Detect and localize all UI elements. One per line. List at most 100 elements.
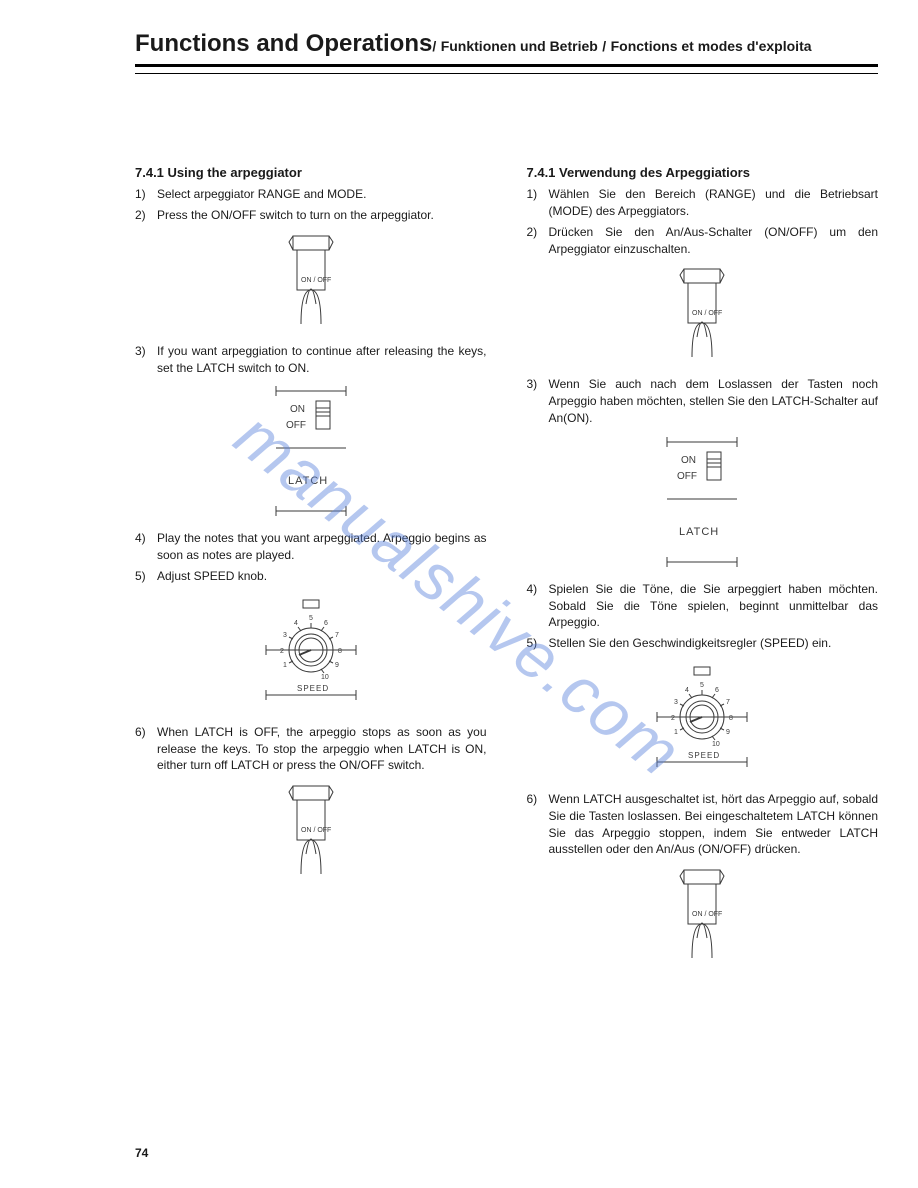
step-text: Wenn Sie auch nach dem Loslassen der Tas… — [549, 376, 879, 426]
latch-off-label: OFF — [677, 471, 697, 482]
step-text: Select arpeggiator RANGE and MODE. — [157, 186, 487, 203]
onoff-switch-icon: ON / OFF — [281, 784, 341, 879]
right-steps-c: 4) Spielen Sie die Töne, die Sie arpeggi… — [527, 581, 879, 652]
left-step-3: 3) If you want arpeggiation to continue … — [135, 343, 487, 377]
speed-knob-icon: 1 2 3 4 5 6 7 8 9 10 — [261, 595, 361, 710]
figure-onoff-2: ON / OFF — [135, 784, 487, 879]
svg-text:9: 9 — [726, 729, 730, 736]
left-step-1: 1) Select arpeggiator RANGE and MODE. — [135, 186, 487, 203]
figure-onoff-r1: ON / OFF — [527, 267, 879, 362]
step-text: Drücken Sie den An/Aus-Schalter (ON/OFF)… — [549, 224, 879, 258]
svg-text:6: 6 — [324, 620, 328, 627]
svg-text:5: 5 — [700, 682, 704, 689]
step-text: Wählen Sie den Bereich (RANGE) und die B… — [549, 186, 879, 220]
page-header: Functions and Operations/ Funktionen und… — [135, 30, 878, 74]
svg-text:6: 6 — [715, 687, 719, 694]
right-step-5: 5) Stellen Sie den Geschwindigkeitsregle… — [527, 635, 879, 652]
onoff-switch-icon: ON / OFF — [672, 267, 732, 362]
right-steps: 1) Wählen Sie den Bereich (RANGE) und di… — [527, 186, 879, 257]
right-steps-d: 6) Wenn LATCH ausgeschaltet ist, hört da… — [527, 791, 879, 858]
step-number: 4) — [527, 581, 549, 631]
svg-text:7: 7 — [335, 632, 339, 639]
right-step-1: 1) Wählen Sie den Bereich (RANGE) und di… — [527, 186, 879, 220]
svg-text:2: 2 — [280, 648, 284, 655]
left-steps-d: 6) When LATCH is OFF, the arpeggio stops… — [135, 724, 487, 774]
left-steps-b: 3) If you want arpeggiation to continue … — [135, 343, 487, 377]
right-step-4: 4) Spielen Sie die Töne, die Sie arpeggi… — [527, 581, 879, 631]
step-text: When LATCH is OFF, the arpeggio stops as… — [157, 724, 487, 774]
right-step-6: 6) Wenn LATCH ausgeschaltet ist, hört da… — [527, 791, 879, 858]
left-steps: 1) Select arpeggiator RANGE and MODE. 2)… — [135, 186, 487, 224]
svg-text:3: 3 — [283, 632, 287, 639]
step-text: Spielen Sie die Töne, die Sie arpeggiert… — [549, 581, 879, 631]
svg-text:10: 10 — [321, 674, 329, 681]
speed-label: SPEED — [297, 684, 329, 693]
figure-onoff-1: ON / OFF — [135, 234, 487, 329]
step-number: 3) — [527, 376, 549, 426]
latch-off-label: OFF — [286, 420, 306, 431]
step-number: 6) — [135, 724, 157, 774]
svg-text:3: 3 — [674, 699, 678, 706]
step-number: 6) — [527, 791, 549, 858]
svg-text:2: 2 — [671, 715, 675, 722]
step-number: 2) — [135, 207, 157, 224]
speed-knob-icon: 1 2 3 4 5 6 7 8 9 10 — [652, 662, 752, 777]
svg-text:4: 4 — [294, 620, 298, 627]
step-text: Wenn LATCH ausgeschaltet ist, hört das A… — [549, 791, 879, 858]
step-number: 5) — [527, 635, 549, 652]
step-number: 3) — [135, 343, 157, 377]
step-number: 2) — [527, 224, 549, 258]
svg-text:9: 9 — [335, 662, 339, 669]
latch-on-label: ON — [681, 455, 696, 466]
left-heading: 7.4.1 Using the arpeggiator — [135, 164, 487, 182]
onoff-switch-icon: ON / OFF — [672, 868, 732, 963]
latch-label: LATCH — [288, 475, 328, 487]
step-number: 1) — [135, 186, 157, 203]
onoff-label: ON / OFF — [692, 911, 722, 918]
left-steps-c: 4) Play the notes that you want arpeggia… — [135, 530, 487, 584]
latch-switch-icon: ON OFF LATCH — [657, 437, 747, 567]
step-number: 4) — [135, 530, 157, 564]
left-step-2: 2) Press the ON/OFF switch to turn on th… — [135, 207, 487, 224]
left-step-5: 5) Adjust SPEED knob. — [135, 568, 487, 585]
header-sub1: Funktionen und Betrieb — [441, 38, 598, 54]
left-step-6: 6) When LATCH is OFF, the arpeggio stops… — [135, 724, 487, 774]
right-step-3: 3) Wenn Sie auch nach dem Loslassen der … — [527, 376, 879, 426]
svg-text:8: 8 — [729, 715, 733, 722]
svg-text:7: 7 — [726, 699, 730, 706]
right-step-2: 2) Drücken Sie den An/Aus-Schalter (ON/O… — [527, 224, 879, 258]
step-text: Press the ON/OFF switch to turn on the a… — [157, 207, 487, 224]
right-heading: 7.4.1 Verwendung des Arpeggiatiors — [527, 164, 879, 182]
svg-text:5: 5 — [309, 615, 313, 622]
onoff-label: ON / OFF — [692, 310, 722, 317]
latch-on-label: ON — [290, 404, 305, 415]
latch-label: LATCH — [679, 526, 719, 538]
step-text: If you want arpeggiation to continue aft… — [157, 343, 487, 377]
figure-speed-left: 1 2 3 4 5 6 7 8 9 10 — [135, 595, 487, 710]
svg-text:1: 1 — [283, 662, 287, 669]
svg-text:8: 8 — [338, 648, 342, 655]
figure-latch-right: ON OFF LATCH — [527, 437, 879, 567]
onoff-switch-icon: ON / OFF — [281, 234, 341, 329]
onoff-label: ON / OFF — [301, 827, 331, 834]
header-sep1: / — [432, 38, 436, 54]
step-number: 5) — [135, 568, 157, 585]
step-text: Adjust SPEED knob. — [157, 568, 487, 585]
figure-onoff-r2: ON / OFF — [527, 868, 879, 963]
header-main-title: Functions and Operations — [135, 30, 432, 57]
header-sep2: / — [602, 38, 606, 54]
header-rule-thick — [135, 64, 878, 67]
latch-switch-icon: ON OFF LATCH — [266, 386, 356, 516]
onoff-label: ON / OFF — [301, 277, 331, 284]
right-steps-b: 3) Wenn Sie auch nach dem Loslassen der … — [527, 376, 879, 426]
step-number: 1) — [527, 186, 549, 220]
svg-text:4: 4 — [685, 687, 689, 694]
speed-label: SPEED — [688, 751, 720, 760]
figure-latch-left: ON OFF LATCH — [135, 386, 487, 516]
figure-speed-right: 1 2 3 4 5 6 7 8 9 10 — [527, 662, 879, 777]
left-step-4: 4) Play the notes that you want arpeggia… — [135, 530, 487, 564]
step-text: Play the notes that you want arpeggiated… — [157, 530, 487, 564]
page-number: 74 — [135, 1146, 148, 1160]
right-column: 7.4.1 Verwendung des Arpeggiatiors 1) Wä… — [527, 164, 879, 977]
header-rule-thin — [135, 73, 878, 74]
